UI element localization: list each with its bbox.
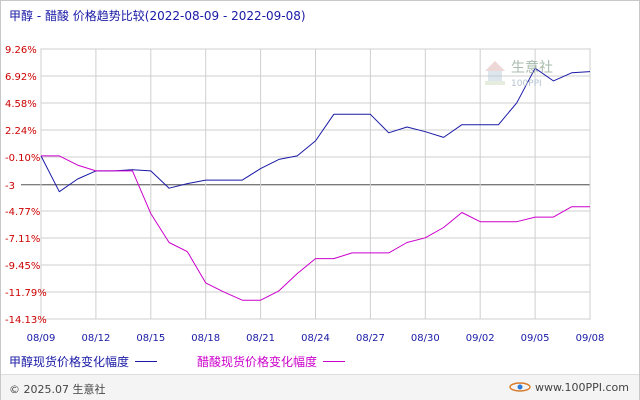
chart-svg: 9.26% 6.92% 4.58% 2.24% -0.10% -3 -4.77% -7.11%…	[5, 45, 604, 344]
y-tick-label: -14.13%	[5, 315, 47, 326]
globe-icon	[509, 382, 531, 392]
watermark-sub: 100PPI	[511, 79, 542, 89]
y-tick-label: -3	[5, 181, 15, 192]
legend-label-methanol: 甲醇现货价格变化幅度	[9, 355, 130, 369]
legend-swatch-methanol	[135, 361, 158, 362]
y-tick-label: 6.92%	[5, 72, 37, 83]
x-tick-label: 08/27	[356, 333, 385, 344]
x-tick-label: 08/30	[411, 333, 440, 344]
legend-item-acetic-acid: 醋酸现货价格变化幅度	[197, 353, 346, 370]
x-tick-label: 08/21	[246, 333, 275, 344]
y-tick-label: 4.58%	[5, 99, 37, 110]
y-tick-label: -0.10%	[5, 153, 40, 164]
x-tick-label: 08/09	[27, 333, 56, 344]
acetic-acid-line	[41, 155, 590, 301]
footer-copyright: © 2025.07 生意社	[9, 383, 106, 396]
axis-layer: 9.26% 6.92% 4.58% 2.24% -0.10% -3 -4.77% -7.11%…	[5, 45, 604, 344]
legend-swatch-acetic-acid	[323, 361, 346, 362]
x-tick-label: 08/12	[81, 333, 110, 344]
watermark-logo: 生意社 100PPI	[481, 53, 561, 97]
x-tick-label: 08/24	[301, 333, 330, 344]
y-tick-label: -4.77%	[5, 207, 40, 218]
x-tick-label: 09/05	[521, 333, 550, 344]
y-tick-label: -7.11%	[5, 234, 40, 245]
x-tick-label: 08/15	[136, 333, 165, 344]
footer-site-url: www.100PPI.com	[535, 381, 629, 394]
footer-site-link[interactable]: www.100PPI.com	[509, 381, 629, 394]
footer-bar: © 2025.07 生意社 www.100PPI.com	[1, 374, 639, 400]
x-tick-label: 08/18	[191, 333, 220, 344]
x-tick-label: 09/02	[466, 333, 495, 344]
watermark-text: 生意社	[511, 59, 553, 76]
y-tick-label: -9.45%	[5, 261, 40, 272]
legend-label-acetic-acid: 醋酸现货价格变化幅度	[197, 355, 318, 369]
series-layer	[40, 67, 591, 301]
y-tick-label: 2.24%	[5, 126, 37, 137]
x-tick-label: 09/08	[576, 333, 605, 344]
y-tick-label: -11.79%	[5, 288, 47, 299]
y-tick-label: 9.26%	[5, 45, 37, 56]
chart-title: 甲醇 - 醋酸 价格趋势比较(2022-08-09 - 2022-09-08)	[9, 9, 306, 23]
methanol-line	[40, 67, 591, 193]
legend-item-methanol: 甲醇现货价格变化幅度	[9, 353, 158, 370]
grid-layer	[21, 48, 591, 320]
